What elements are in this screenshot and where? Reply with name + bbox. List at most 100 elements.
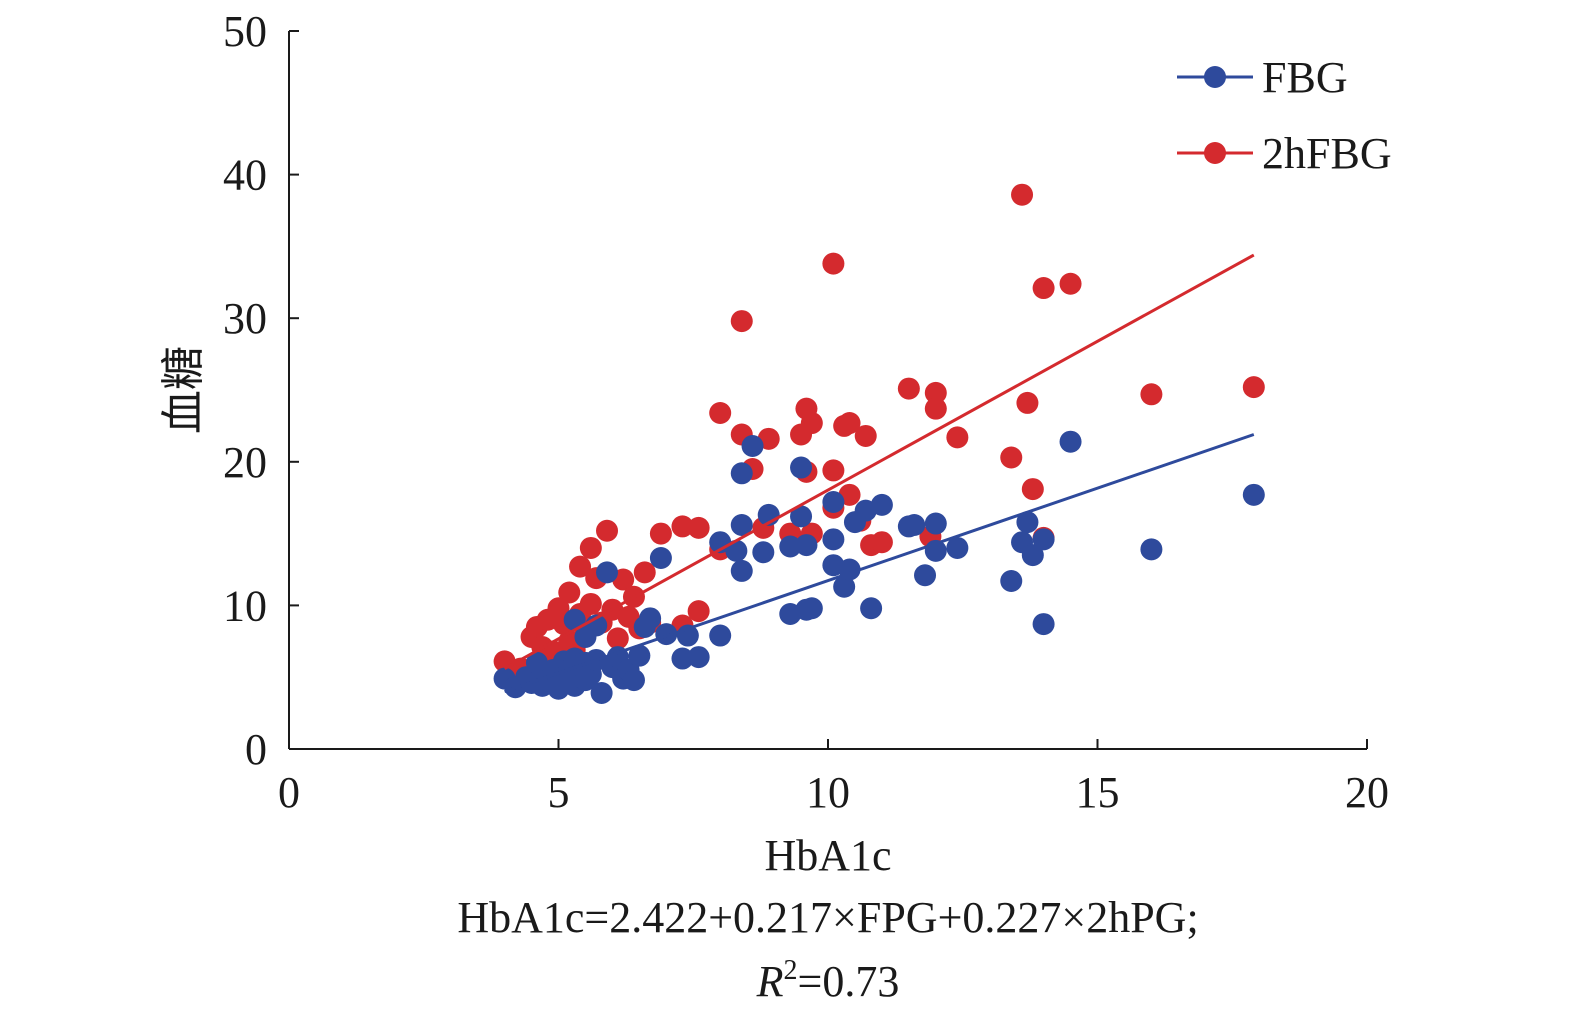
trendline-fbg (504, 433, 1255, 693)
data-point-2hfbg (633, 561, 656, 584)
data-point-fbg (800, 597, 823, 620)
x-tick-label: 0 (278, 768, 300, 817)
data-point-fbg (1242, 483, 1265, 506)
data-point-fbg (795, 534, 818, 557)
r-squared-value: =0.73 (798, 957, 900, 1006)
data-point-fbg (655, 623, 678, 646)
data-point-fbg (1032, 613, 1055, 636)
data-point-fbg (639, 607, 662, 630)
x-tick-label: 10 (806, 768, 850, 817)
x-axis-title: HbA1c (764, 831, 891, 880)
legend: FBG 2hFBG (1177, 53, 1392, 178)
data-point-2hfbg (854, 424, 877, 447)
data-point-2hfbg (649, 522, 672, 545)
data-point-fbg (596, 561, 619, 584)
data-point-2hfbg (1021, 478, 1044, 501)
data-point-fbg (590, 681, 613, 704)
data-point-2hfbg (671, 515, 694, 538)
data-point-fbg (1000, 569, 1023, 592)
x-tick-label: 15 (1076, 768, 1120, 817)
data-point-2hfbg (1000, 446, 1023, 469)
y-tick-label: 20 (223, 438, 267, 487)
r-squared: R2=0.73 (756, 955, 900, 1006)
data-point-2hfbg (1140, 383, 1163, 406)
y-axis-title: 血糖 (159, 346, 208, 434)
data-point-fbg (1032, 528, 1055, 551)
y-tick-label: 0 (245, 725, 267, 774)
series-fbg (493, 430, 1265, 704)
data-point-2hfbg (1011, 183, 1034, 206)
data-point-fbg (924, 512, 947, 535)
data-point-2hfbg (838, 412, 861, 435)
data-point-fbg (622, 669, 645, 692)
data-point-fbg (671, 647, 694, 670)
data-point-2hfbg (579, 592, 602, 615)
legend-label: 2hFBG (1262, 129, 1392, 178)
data-point-2hfbg (1242, 376, 1265, 399)
data-point-2hfbg (1059, 272, 1082, 295)
data-point-2hfbg (822, 252, 845, 275)
series-layer (493, 183, 1265, 704)
legend-marker (1204, 142, 1226, 164)
data-point-2hfbg (579, 536, 602, 559)
data-point-fbg (870, 493, 893, 516)
data-point-2hfbg (596, 519, 619, 542)
data-point-fbg (730, 462, 753, 485)
ticks: 0 5 10 15 20 0 10 20 30 40 50 (223, 7, 1389, 817)
data-point-2hfbg (687, 600, 710, 623)
data-point-fbg (790, 505, 813, 528)
y-tick-label: 10 (223, 581, 267, 630)
data-point-2hfbg (730, 310, 753, 333)
legend-item-fbg: FBG (1177, 53, 1348, 102)
data-point-2hfbg (870, 531, 893, 554)
data-point-fbg (1016, 511, 1039, 534)
data-point-2hfbg (924, 397, 947, 420)
data-point-fbg (1021, 544, 1044, 567)
y-tick-label: 30 (223, 294, 267, 343)
data-point-fbg (790, 456, 813, 479)
legend-label: FBG (1262, 53, 1348, 102)
regression-formula: HbA1c=2.422+0.217×FPG+0.227×2hPG; (457, 893, 1198, 942)
data-point-fbg (946, 536, 969, 559)
data-point-2hfbg (558, 581, 581, 604)
data-point-fbg (822, 528, 845, 551)
legend-marker (1204, 66, 1226, 88)
data-point-fbg (649, 547, 672, 570)
data-point-fbg (709, 624, 732, 647)
axes: 0 5 10 15 20 0 10 20 30 40 50 (223, 7, 1389, 817)
data-point-fbg (730, 559, 753, 582)
data-point-fbg (628, 644, 651, 667)
data-point-2hfbg (946, 426, 969, 449)
data-point-2hfbg (709, 401, 732, 424)
data-point-2hfbg (1016, 391, 1039, 414)
data-point-fbg (1059, 430, 1082, 453)
data-point-fbg (833, 575, 856, 598)
x-tick-label: 5 (548, 768, 570, 817)
data-point-fbg (903, 513, 926, 536)
x-tick-label: 20 (1345, 768, 1389, 817)
r-squared-superscript: 2 (784, 955, 798, 986)
data-point-fbg (730, 513, 753, 536)
data-point-fbg (914, 564, 937, 587)
data-point-2hfbg (822, 459, 845, 482)
r-squared-symbol: R (756, 957, 784, 1006)
series-2hfbg (493, 183, 1265, 680)
y-tick-label: 50 (223, 7, 267, 56)
data-point-fbg (752, 541, 775, 564)
data-point-fbg (822, 491, 845, 514)
data-point-2hfbg (897, 377, 920, 400)
legend-item-2hfbg: 2hFBG (1177, 129, 1392, 178)
data-point-2hfbg (800, 412, 823, 435)
data-point-fbg (741, 435, 764, 458)
data-point-fbg (725, 539, 748, 562)
data-point-fbg (687, 646, 710, 669)
data-point-fbg (779, 535, 802, 558)
data-point-2hfbg (606, 627, 629, 650)
data-point-fbg (1140, 538, 1163, 561)
data-point-2hfbg (687, 516, 710, 539)
data-point-2hfbg (924, 381, 947, 404)
data-point-2hfbg (1032, 277, 1055, 300)
data-point-2hfbg (569, 555, 592, 578)
y-tick-label: 40 (223, 151, 267, 200)
